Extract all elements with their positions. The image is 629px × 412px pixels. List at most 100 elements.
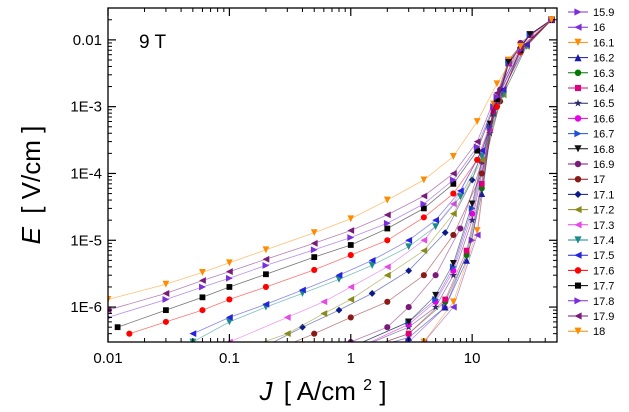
data-point-16-4-2 xyxy=(405,330,412,337)
data-point-16-9-5 xyxy=(457,225,464,232)
legend-marker-16-2 xyxy=(574,54,582,62)
data-point-17-8-1 xyxy=(162,296,170,303)
legend-marker-16-9 xyxy=(574,160,582,168)
x-axis-unit-exponent: 2 xyxy=(363,377,372,394)
y-axis-title: E [ V/cm ] xyxy=(16,126,46,245)
data-point-17-6-3 xyxy=(226,296,233,303)
legend-marker-15-9 xyxy=(574,8,582,16)
data-point-16-8-3 xyxy=(432,291,440,299)
data-point-17-7-6 xyxy=(347,242,354,248)
legend-label-17-7: 17.7 xyxy=(593,281,614,293)
data-point-17-4-7 xyxy=(432,223,440,231)
legend-label-17-5: 17.5 xyxy=(593,250,614,262)
legend-label-16-1: 16.1 xyxy=(593,37,614,49)
data-point-18-4 xyxy=(262,246,270,254)
legend-item-17-9: 17.9 xyxy=(568,311,614,323)
data-point-18-12 xyxy=(517,42,524,50)
legend-label-18: 18 xyxy=(593,326,605,338)
data-point-16-4 xyxy=(473,231,481,239)
y-ticks: 1E-6 1E-5 1E-4 1E-3 0.01 xyxy=(70,19,557,335)
data-point-17-6-0 xyxy=(126,330,133,337)
data-point-17-7-7 xyxy=(384,225,391,232)
data-point-17-9-5 xyxy=(310,239,318,247)
data-point-16-4-4 xyxy=(463,247,470,254)
data-point-17-6-9 xyxy=(450,190,457,197)
series-17-5 xyxy=(189,16,555,338)
data-point-18-6 xyxy=(347,215,355,223)
data-point-17-8-6 xyxy=(347,234,355,241)
data-point-17-6-4 xyxy=(262,283,269,291)
series-17-6 xyxy=(126,16,555,337)
legend-item-16-3: 16.3 xyxy=(568,68,614,80)
legend-label-16-4: 16.4 xyxy=(593,83,614,95)
data-point-16-1-4 xyxy=(473,227,481,234)
y-tick-label: 1E-4 xyxy=(70,165,102,182)
x-tick-label: 0.01 xyxy=(93,350,122,367)
data-point-17-8-8 xyxy=(420,200,428,208)
data-point-16-8-4 xyxy=(449,260,457,267)
legend-item-16-8: 16.8 xyxy=(568,144,614,156)
legend-marker-17-9 xyxy=(574,312,582,320)
data-point-17-7-5 xyxy=(311,254,318,260)
legend-item-16: 16 xyxy=(568,22,605,34)
data-point-17-9-2 xyxy=(199,277,206,284)
legend-label-16-2: 16.2 xyxy=(593,53,614,65)
legend-item-16-6: 16.6 xyxy=(568,113,614,125)
series-17-1 xyxy=(272,16,555,342)
data-point-17-9-11 xyxy=(493,89,501,97)
field-annotation: 9 T xyxy=(139,32,167,53)
data-point-17-6-2 xyxy=(199,307,206,314)
legend-item-17-1: 17.1 xyxy=(568,189,614,201)
data-point-17-9-6 xyxy=(347,227,355,234)
legend-marker-17-4 xyxy=(574,236,582,244)
data-point-18-13 xyxy=(548,16,555,24)
data-point-17-4-1 xyxy=(225,318,233,326)
series-18 xyxy=(108,16,555,303)
series-line-17-5 xyxy=(192,19,552,335)
x-axis-title: J [ A/cm 2 ] xyxy=(258,366,386,406)
data-point-15-9-2 xyxy=(405,338,413,342)
y-tick-label: 0.01 xyxy=(73,32,102,49)
data-point-17-8-11 xyxy=(493,93,501,101)
data-point-17-8-3 xyxy=(225,274,233,282)
data-point-18-3 xyxy=(225,259,233,267)
data-point-17-5-5 xyxy=(368,256,376,264)
data-point-17-2 xyxy=(347,314,354,321)
data-point-17-9-4 xyxy=(262,255,270,263)
data-point-17-6 xyxy=(478,170,485,177)
legend-label-16-6: 16.6 xyxy=(593,113,614,125)
data-point-18-8 xyxy=(420,176,428,184)
data-point-17-8-9 xyxy=(449,176,457,184)
legend-label-16-9: 16.9 xyxy=(593,159,614,171)
legend-item-16-5: 16.5 xyxy=(568,98,614,110)
series-line-17-7 xyxy=(117,19,552,328)
data-point-17-8-2 xyxy=(199,283,206,291)
series-17-7 xyxy=(114,16,555,331)
legend-item-17-6: 17.6 xyxy=(568,265,614,277)
data-point-16-9-2 xyxy=(384,324,391,331)
data-point-18-11 xyxy=(493,80,501,88)
legend-label-17-3: 17.3 xyxy=(593,220,614,232)
series-line-16-1 xyxy=(422,19,552,342)
data-point-17-1-1 xyxy=(299,323,306,331)
legend-marker-16-4 xyxy=(574,84,582,92)
legend-marker-17-6 xyxy=(574,267,582,274)
legend-label-17-2: 17.2 xyxy=(593,205,614,217)
series-17-9 xyxy=(108,16,555,314)
legend-marker-17-5 xyxy=(574,251,582,259)
series-line-17-8 xyxy=(108,19,552,318)
legend-item-17-8: 17.8 xyxy=(568,296,614,308)
data-point-17-9-3 xyxy=(225,268,233,275)
legend-marker-16-1 xyxy=(574,38,582,46)
series-line-17-3 xyxy=(229,19,552,342)
data-point-17-3-5 xyxy=(420,236,428,244)
data-point-17-5-2 xyxy=(262,300,270,308)
data-point-17-6-10 xyxy=(474,156,481,163)
data-point-17-3-6 xyxy=(449,200,457,208)
data-point-17-2-1 xyxy=(283,330,291,338)
data-point-17-2-3 xyxy=(347,296,355,303)
legend-marker-17 xyxy=(574,175,582,183)
series-17-3 xyxy=(225,16,555,342)
x-tick-label: 0.1 xyxy=(219,350,240,367)
